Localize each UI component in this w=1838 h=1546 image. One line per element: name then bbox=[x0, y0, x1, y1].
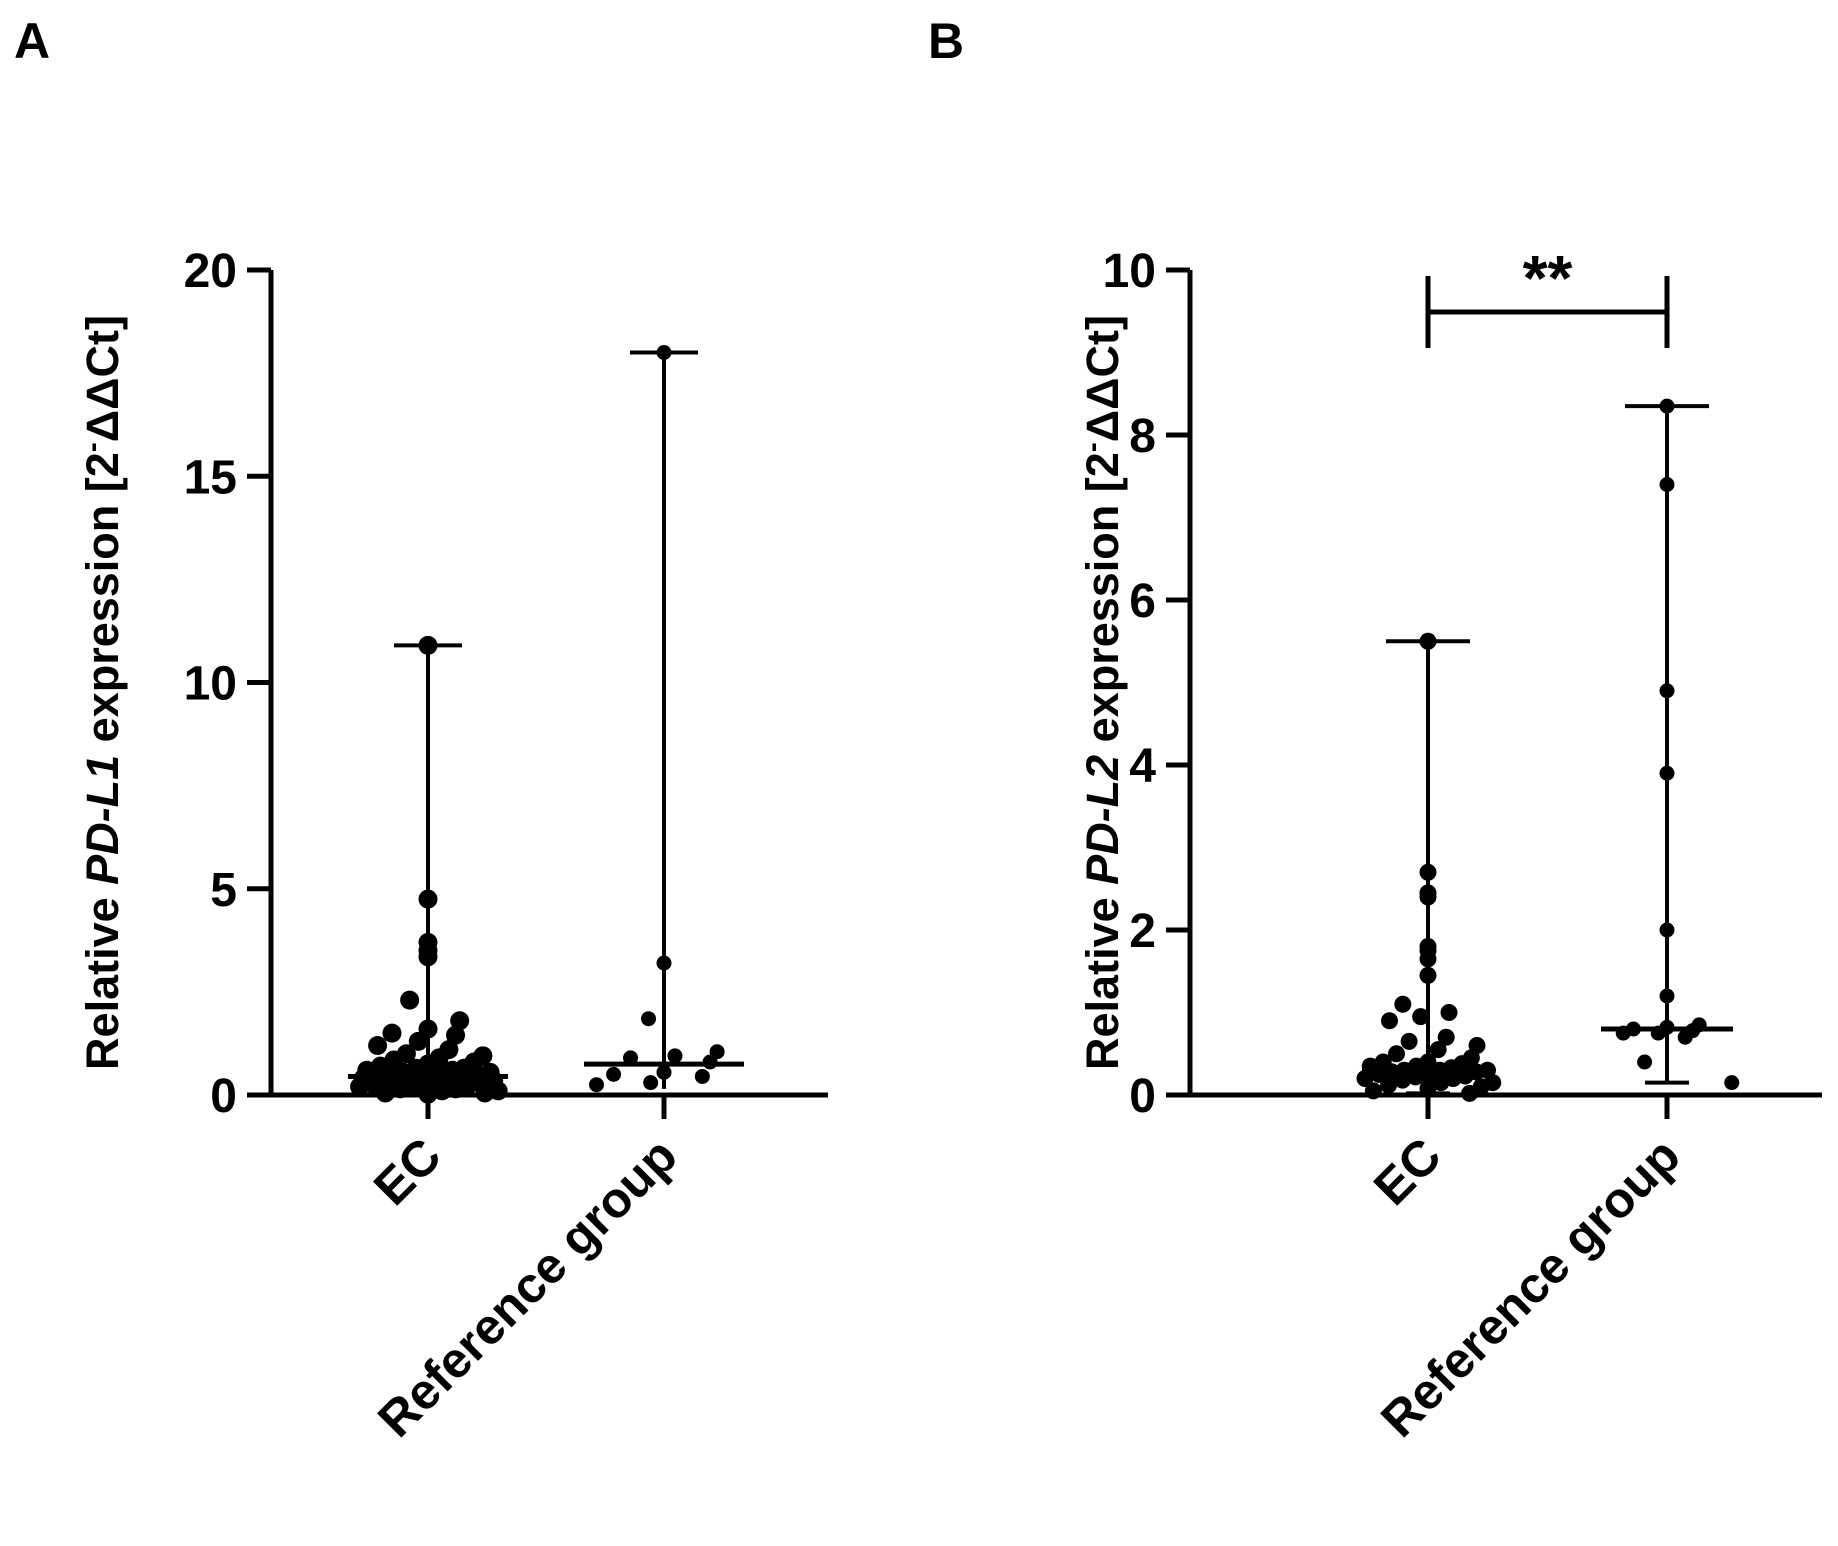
y-axis-title-prefix: Relative bbox=[1077, 885, 1128, 1070]
data-point-b-ec bbox=[1364, 1082, 1382, 1100]
data-point-b-ec bbox=[1419, 1079, 1437, 1097]
data-point-b-reference-group bbox=[1637, 1054, 1653, 1070]
y-axis-title-superscript: - bbox=[1076, 442, 1109, 452]
data-point-b-ec bbox=[1429, 1041, 1447, 1059]
data-point-b-ec bbox=[1419, 966, 1437, 984]
data-point-b-ec bbox=[1437, 1028, 1455, 1046]
data-point-a-reference-group bbox=[694, 1068, 710, 1084]
data-point-a-ec bbox=[382, 1023, 402, 1043]
y-tick-label-a-20: 20 bbox=[184, 245, 237, 298]
data-point-b-reference-group bbox=[1659, 398, 1675, 414]
data-point-b-ec bbox=[1380, 1076, 1398, 1094]
data-point-a-ec bbox=[400, 990, 420, 1010]
data-point-a-ec bbox=[418, 635, 438, 655]
y-axis-title-b: Relative PD-L2 expression [2-ΔΔCt] bbox=[1076, 315, 1128, 1070]
data-point-a-ec bbox=[475, 1083, 495, 1103]
data-point-a-ec bbox=[408, 1031, 428, 1051]
data-point-b-ec bbox=[1394, 995, 1412, 1013]
data-point-b-ec bbox=[1419, 888, 1437, 906]
data-point-a-reference-group bbox=[667, 1048, 683, 1064]
data-point-b-reference-group bbox=[1659, 477, 1675, 492]
data-point-a-ec bbox=[450, 1011, 470, 1031]
y-tick-label-b-10: 10 bbox=[1103, 245, 1156, 298]
data-point-a-reference-group bbox=[643, 1075, 659, 1091]
data-point-b-ec bbox=[1400, 1032, 1418, 1050]
data-point-a-reference-group bbox=[589, 1077, 604, 1093]
data-point-a-reference-group bbox=[606, 1066, 622, 1082]
data-point-b-ec bbox=[1394, 1071, 1412, 1089]
data-point-b-ec bbox=[1461, 1084, 1479, 1102]
y-axis-title-delta: ΔΔCt] bbox=[77, 315, 128, 442]
data-point-a-ec bbox=[418, 1084, 438, 1104]
panel-letter-a: A bbox=[14, 13, 50, 69]
data-point-b-reference-group bbox=[1659, 683, 1675, 699]
data-point-a-ec bbox=[446, 1025, 466, 1045]
data-point-b-reference-group bbox=[1659, 922, 1675, 938]
data-point-b-ec bbox=[1440, 1004, 1458, 1021]
y-axis-title-a: Relative PD-L1 expression [2-ΔΔCt] bbox=[76, 315, 128, 1070]
data-point-b-reference-group bbox=[1677, 1029, 1693, 1045]
data-point-b-ec bbox=[1419, 950, 1437, 968]
data-point-a-reference-group bbox=[641, 1011, 657, 1027]
y-tick-label-b-6: 6 bbox=[1129, 575, 1156, 628]
data-point-a-ec bbox=[390, 1079, 410, 1099]
data-point-b-ec bbox=[1432, 1074, 1450, 1092]
data-point-a-ec bbox=[375, 1083, 395, 1103]
panel-letter-b: B bbox=[928, 13, 964, 69]
data-point-b-reference-group bbox=[1659, 765, 1675, 781]
y-axis-title-delta: ΔΔCt] bbox=[1077, 315, 1128, 442]
data-point-a-reference-group bbox=[656, 955, 672, 971]
y-axis-title-gene: PD-L1 bbox=[77, 755, 128, 885]
data-point-b-ec bbox=[1419, 863, 1437, 881]
data-point-a-reference-group bbox=[656, 345, 672, 360]
data-point-a-ec bbox=[418, 947, 438, 967]
data-point-a-ec bbox=[418, 889, 438, 909]
x-category-label-a-ec: EC bbox=[363, 1127, 452, 1216]
y-tick-label-a-0: 0 bbox=[210, 1070, 237, 1123]
y-tick-label-b-8: 8 bbox=[1129, 410, 1156, 463]
y-tick-label-a-5: 5 bbox=[210, 864, 237, 917]
data-point-b-ec bbox=[1419, 632, 1437, 650]
data-point-b-reference-group bbox=[1724, 1075, 1740, 1091]
y-tick-label-b-4: 4 bbox=[1129, 740, 1156, 793]
y-tick-label-a-15: 15 bbox=[184, 451, 237, 504]
y-tick-label-b-2: 2 bbox=[1129, 905, 1156, 958]
y-axis-title-prefix: Relative bbox=[77, 885, 128, 1070]
y-axis-title-suffix: expression [2 bbox=[1077, 452, 1128, 755]
data-point-b-ec bbox=[1388, 1045, 1405, 1063]
x-category-label-b-ec: EC bbox=[1363, 1127, 1452, 1216]
y-axis-title-gene: PD-L2 bbox=[1077, 755, 1128, 885]
significance-label-b: ** bbox=[1523, 242, 1573, 314]
y-tick-label-b-0: 0 bbox=[1129, 1070, 1156, 1123]
y-tick-label-a-10: 10 bbox=[184, 658, 237, 711]
data-point-b-ec bbox=[1412, 1008, 1430, 1026]
data-point-b-ec bbox=[1381, 1012, 1398, 1030]
y-axis-title-suffix: expression [2 bbox=[77, 452, 128, 755]
data-point-b-ec bbox=[1356, 1070, 1374, 1087]
data-point-a-ec bbox=[350, 1077, 370, 1097]
data-point-b-reference-group bbox=[1659, 988, 1675, 1004]
y-axis-title-superscript: - bbox=[76, 442, 109, 452]
data-point-a-reference-group bbox=[656, 1064, 672, 1080]
data-point-a-ec bbox=[368, 1036, 388, 1055]
